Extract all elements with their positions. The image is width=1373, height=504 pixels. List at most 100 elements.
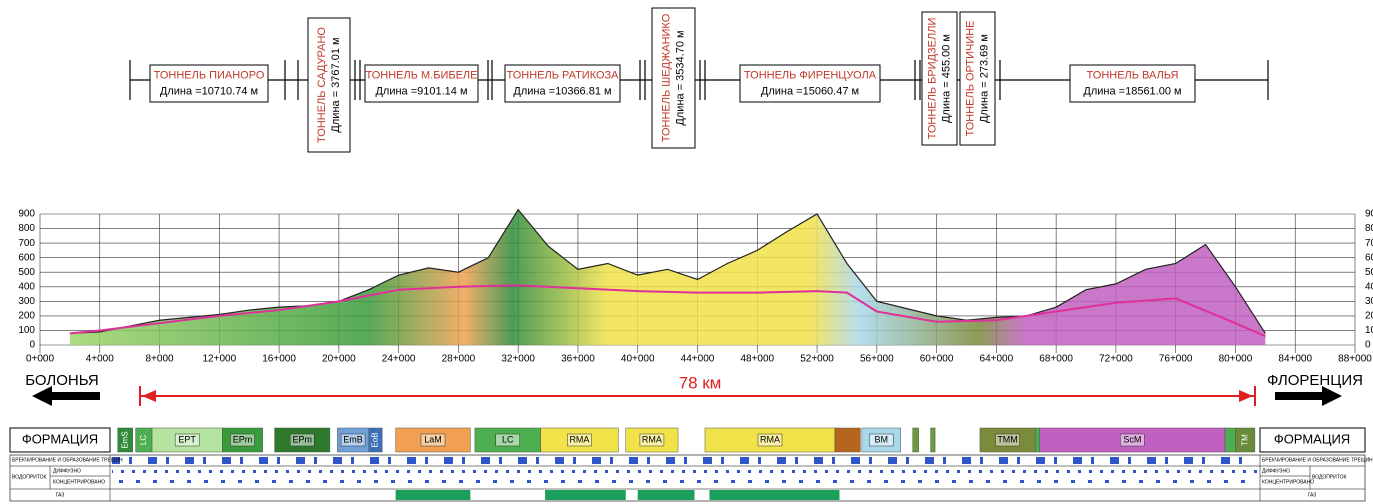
x-tick-label: 56+000 bbox=[860, 354, 894, 365]
y-tick-label: 100 bbox=[18, 325, 35, 336]
tunnel-length: Длина =9101.14 м bbox=[375, 85, 467, 97]
y-tick-label: 200 bbox=[1365, 311, 1373, 322]
y-tick-label: 400 bbox=[1365, 281, 1373, 292]
row-label: ДИФФУЗНО bbox=[53, 468, 81, 474]
end-label: ФЛОРЕНЦИЯ bbox=[1267, 372, 1363, 389]
distance-label: 78 км bbox=[679, 373, 722, 392]
tunnel-name: ТОННЕЛЬ ШЕДЖАНИКО bbox=[660, 13, 672, 142]
y-tick-label: 500 bbox=[1365, 267, 1373, 278]
x-tick-label: 0+000 bbox=[26, 354, 55, 365]
tunnel-length: Длина = 3767.01 м bbox=[330, 37, 342, 132]
row-label: ГАЗ bbox=[56, 492, 65, 498]
tunnel-length: Длина = 3534.70 м bbox=[674, 30, 686, 125]
x-tick-label: 88+000 bbox=[1338, 354, 1372, 365]
row-label: ГАЗ bbox=[1308, 492, 1317, 498]
x-tick-label: 28+000 bbox=[442, 354, 476, 365]
tunnel-name: ТОННЕЛЬ РАТИКОЗА bbox=[506, 69, 619, 81]
y-tick-label: 600 bbox=[1365, 252, 1373, 263]
profile-diagram: ТОННЕЛЬ ПИАНОРО Длина =10710.74 м ТОННЕЛЬ … bbox=[0, 0, 1373, 504]
tunnel-name: ТОННЕЛЬ ОРТИЧИНЕ bbox=[964, 20, 976, 136]
formation-label: LC bbox=[139, 435, 148, 445]
y-tick-label: 300 bbox=[1365, 296, 1373, 307]
formation-label: LC bbox=[502, 434, 514, 444]
row-label: ВОДОПРИТОК bbox=[1312, 474, 1346, 480]
y-tick-label: 900 bbox=[1365, 209, 1373, 220]
row-label: БРЕКЧИРОВАНИЕ И ОБРАЗОВАНИЕ ТРЕЩИН bbox=[1262, 457, 1373, 463]
y-tick-label: 300 bbox=[18, 296, 35, 307]
formation-unit bbox=[1035, 428, 1039, 452]
x-tick-label: 16+000 bbox=[262, 354, 296, 365]
tunnel-length: Длина =10366.81 м bbox=[513, 85, 611, 97]
y-tick-label: 800 bbox=[1365, 223, 1373, 234]
y-tick-label: 400 bbox=[18, 281, 35, 292]
row-label: КОНЦЕНТРИРОВАНО bbox=[53, 479, 105, 485]
gas-zone bbox=[709, 490, 839, 500]
formation-label: EPm bbox=[233, 434, 253, 444]
formation-label: EPm bbox=[292, 434, 312, 444]
formation-label: RMA bbox=[760, 434, 780, 444]
gas-zone bbox=[638, 490, 695, 500]
tunnel-length: Длина =10710.74 м bbox=[160, 85, 258, 97]
formation-label: LaM bbox=[424, 434, 442, 444]
formation-unit bbox=[1225, 428, 1235, 452]
tunnel-name: ТОННЕЛЬ ВАЛЬЯ bbox=[1087, 69, 1179, 81]
x-tick-label: 48+000 bbox=[740, 354, 774, 365]
y-tick-label: 600 bbox=[18, 252, 35, 263]
y-tick-label: 200 bbox=[18, 311, 35, 322]
formation-unit bbox=[913, 428, 919, 452]
formation-label: TM bbox=[1240, 434, 1249, 446]
x-tick-label: 32+000 bbox=[501, 354, 535, 365]
y-tick-label: 700 bbox=[18, 238, 35, 249]
x-tick-label: 8+000 bbox=[145, 354, 174, 365]
formation-label: RMA bbox=[642, 434, 662, 444]
tunnel-length: Длина = 455.00 м bbox=[940, 34, 952, 123]
formation-label: BM bbox=[875, 434, 889, 444]
tunnel-name: ТОННЕЛЬ БРИДЗЕЛЛИ bbox=[926, 18, 938, 140]
tunnel-length: Длина =18561.00 м bbox=[1083, 85, 1181, 97]
y-tick-label: 0 bbox=[29, 340, 35, 351]
x-tick-label: 36+000 bbox=[561, 354, 595, 365]
formation-unit bbox=[835, 428, 860, 452]
profile-plot: 0 0 100 100 200 200 300 300 400 400 500 500 600 600 70… bbox=[18, 209, 1373, 365]
y-tick-label: 700 bbox=[1365, 238, 1373, 249]
start-arrow bbox=[32, 386, 100, 406]
formation-unit bbox=[931, 428, 935, 452]
y-tick-label: 0 bbox=[1365, 340, 1371, 351]
distance-arrow bbox=[1239, 390, 1253, 402]
row-label: ДИФФУЗНО bbox=[1262, 468, 1290, 474]
y-tick-label: 100 bbox=[1365, 325, 1373, 336]
gas-zone bbox=[396, 490, 471, 500]
x-tick-label: 60+000 bbox=[920, 354, 954, 365]
tunnel-name: ТОННЕЛЬ ПИАНОРО bbox=[154, 69, 265, 81]
formation-label: TMM bbox=[997, 434, 1018, 444]
x-tick-label: 12+000 bbox=[202, 354, 236, 365]
tunnel-name: ТОННЕЛЬ М.БИБЕЛЕ bbox=[366, 69, 478, 81]
x-tick-label: 68+000 bbox=[1039, 354, 1073, 365]
end-arrow bbox=[1275, 386, 1342, 406]
formation-label: ScM bbox=[1123, 434, 1141, 444]
x-tick-label: 72+000 bbox=[1099, 354, 1133, 365]
gas-zone bbox=[545, 490, 626, 500]
tunnel-length: Длина =15060.47 м bbox=[761, 85, 859, 97]
distance-arrow bbox=[142, 390, 156, 402]
formation-label: EoB bbox=[371, 432, 380, 447]
x-tick-label: 40+000 bbox=[621, 354, 655, 365]
row-label: ВОДОПРИТОК bbox=[12, 474, 46, 480]
formation-label: EmB bbox=[343, 434, 363, 444]
route-labels: БОЛОНЬЯ ФЛОРЕНЦИЯ 78 км bbox=[25, 372, 1363, 406]
x-tick-label: 44+000 bbox=[681, 354, 715, 365]
tunnel-name: ТОННЕЛЬ САДУРАНО bbox=[316, 27, 328, 143]
tunnel-length: Длина = 273.69 м bbox=[978, 34, 990, 123]
y-tick-label: 900 bbox=[18, 209, 35, 220]
start-label: БОЛОНЬЯ bbox=[25, 372, 99, 389]
y-tick-label: 500 bbox=[18, 267, 35, 278]
x-tick-label: 24+000 bbox=[382, 354, 416, 365]
x-tick-label: 52+000 bbox=[800, 354, 834, 365]
tunnel-name: ТОННЕЛЬ ФИРЕНЦУОЛА bbox=[744, 69, 877, 81]
x-tick-label: 76+000 bbox=[1159, 354, 1193, 365]
x-tick-label: 80+000 bbox=[1219, 354, 1253, 365]
formation-label: EPT bbox=[178, 434, 196, 444]
x-tick-label: 64+000 bbox=[980, 354, 1014, 365]
x-tick-label: 84+000 bbox=[1278, 354, 1312, 365]
formation-label: EmS bbox=[120, 431, 129, 448]
